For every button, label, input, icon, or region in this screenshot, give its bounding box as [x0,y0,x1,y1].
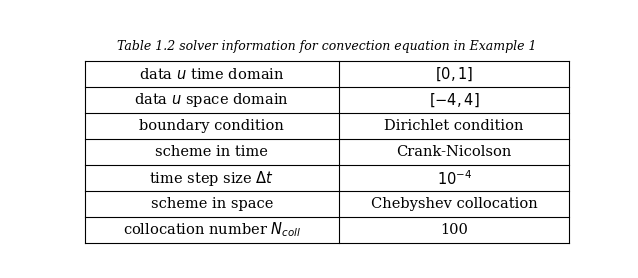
Text: scheme in space: scheme in space [151,197,273,211]
Text: $10^{-4}$: $10^{-4}$ [436,169,471,187]
Text: Table 1.2 solver information for convection equation in Example 1: Table 1.2 solver information for convect… [117,40,537,53]
Text: collocation number $N_{coll}$: collocation number $N_{coll}$ [122,221,301,239]
Text: $[0, 1]$: $[0, 1]$ [435,66,473,83]
Text: boundary condition: boundary condition [140,119,285,133]
Text: 100: 100 [440,223,468,237]
Text: $[-4, 4]$: $[-4, 4]$ [429,91,480,109]
Text: Crank-Nicolson: Crank-Nicolson [396,145,512,159]
Text: Dirichlet condition: Dirichlet condition [385,119,524,133]
Text: time step size $\Delta t$: time step size $\Delta t$ [149,169,274,188]
Text: scheme in time: scheme in time [156,145,269,159]
Text: Chebyshev collocation: Chebyshev collocation [371,197,538,211]
Text: data $u$ space domain: data $u$ space domain [135,91,289,109]
Text: data $u$ time domain: data $u$ time domain [139,67,285,82]
